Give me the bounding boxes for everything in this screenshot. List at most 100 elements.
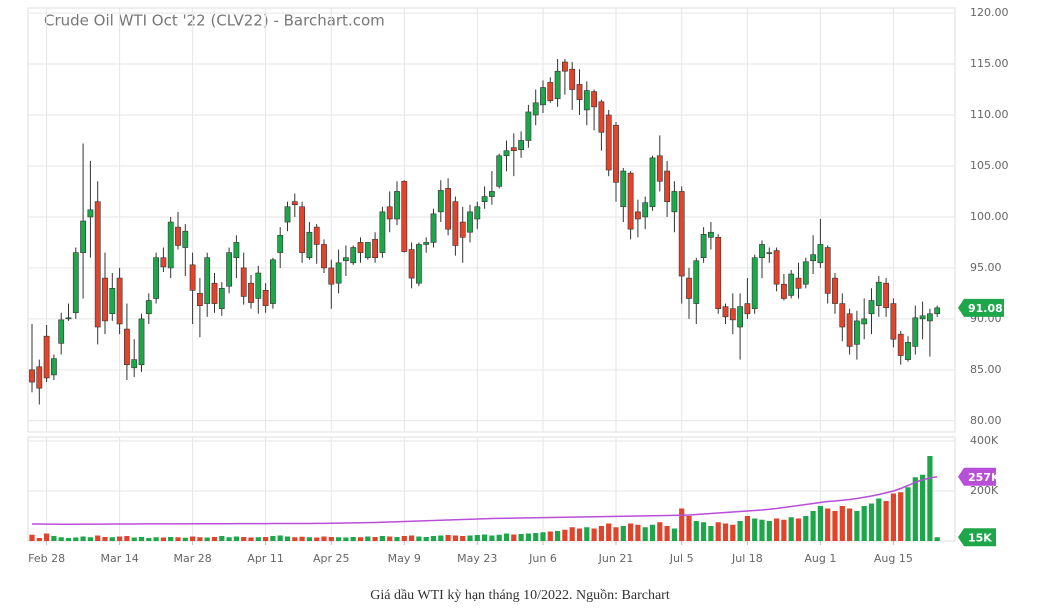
candle-body (218, 287, 225, 309)
volume-bar (175, 537, 181, 541)
volume-bar (204, 537, 210, 541)
volume-bar (766, 521, 772, 541)
candle-body (153, 257, 159, 299)
candle-body (36, 366, 43, 389)
volume-bar (562, 529, 568, 541)
volume-bar (277, 535, 283, 541)
y-tick-label: 95.00 (970, 261, 1002, 274)
candle-body (569, 68, 576, 90)
volume-bar (350, 537, 356, 541)
candle-body (386, 206, 393, 220)
volume-bar (284, 536, 291, 541)
volume-bar (365, 536, 371, 541)
value-tag: 257K (968, 471, 1000, 484)
candle-body (613, 124, 619, 183)
volume-bar (416, 536, 422, 541)
y-tick-label: 400K (970, 434, 999, 447)
volume-bar (65, 538, 72, 541)
volume-bar (744, 516, 750, 541)
candle-body (445, 188, 451, 230)
candle-body (897, 333, 904, 356)
volume-bar (898, 492, 904, 541)
volume-bar (649, 524, 656, 541)
candle-body (605, 114, 612, 171)
volume-bar (525, 533, 531, 541)
candle-body (693, 260, 700, 304)
volume-bar (131, 537, 137, 541)
candle-body (50, 358, 57, 376)
volume-bar (73, 537, 79, 541)
y-tick-label: 120.00 (970, 6, 1009, 19)
candle-body (131, 359, 138, 369)
candle-body (248, 282, 254, 303)
volume-bar (606, 523, 612, 541)
volume-bar (628, 523, 634, 541)
x-tick-label: Jun 6 (528, 552, 557, 565)
volume-bar (482, 534, 488, 541)
candle-body (926, 313, 933, 322)
x-tick-label: Jun 21 (598, 552, 634, 565)
candle-body (722, 306, 729, 318)
volume-bar (905, 487, 911, 541)
volume-bar (452, 535, 458, 541)
volume-bar (372, 537, 378, 541)
candle-body (773, 250, 780, 285)
volume-bar (387, 536, 393, 541)
volume-bar (817, 506, 823, 541)
candle-body (707, 231, 714, 238)
volume-bar (241, 537, 247, 541)
volume-bar (540, 532, 546, 541)
candle-body (766, 252, 773, 254)
volume-bar (737, 521, 743, 541)
candle-body (394, 191, 400, 220)
candle-body (532, 102, 539, 116)
volume-bar (299, 536, 305, 541)
volume-bar (255, 537, 261, 541)
candle-body (547, 82, 554, 102)
x-tick-label: Apr 25 (313, 552, 350, 565)
volume-bar (438, 535, 444, 541)
x-tick-label: Aug 15 (874, 552, 913, 565)
candle-body (474, 206, 481, 220)
value-tag: 91.08 (968, 302, 1003, 315)
volume-bar (80, 536, 86, 541)
candle-body (481, 196, 488, 202)
candle-body (744, 303, 751, 315)
volume-bar (51, 536, 57, 541)
volume-bar (635, 524, 641, 541)
volume-bar (868, 503, 875, 541)
y-tick-label: 80.00 (970, 414, 1002, 427)
candle-body (262, 290, 269, 306)
candle-body (598, 101, 605, 133)
volume-bar (832, 511, 838, 541)
y-tick-label: 200K (970, 484, 999, 497)
candle-body (321, 244, 327, 269)
candle-body (313, 226, 320, 245)
candle-body (737, 306, 743, 328)
candle-body (379, 211, 386, 253)
volume-bar (781, 519, 787, 541)
candle-body (656, 155, 663, 182)
candle-body (94, 201, 101, 328)
volume-bar (321, 536, 327, 541)
volume-bar (715, 522, 721, 541)
volume-bar (810, 511, 816, 541)
volume-bar (270, 536, 276, 541)
volume-bar (555, 531, 561, 541)
candle-body (846, 313, 853, 347)
candle-body (488, 191, 495, 197)
volume-bar (467, 535, 473, 541)
candle-body (905, 342, 911, 360)
candle-body (328, 267, 335, 285)
candle-body (810, 254, 816, 262)
candle-body (671, 191, 678, 213)
volume-bar (518, 534, 524, 541)
candle-body (525, 111, 532, 141)
volume-bar (36, 538, 42, 541)
volume-bar (920, 474, 926, 541)
volume-bar (211, 537, 218, 541)
candle-body (58, 319, 65, 344)
volume-frame (27, 436, 956, 542)
value-tag-box (958, 467, 996, 486)
candle-body (759, 244, 765, 259)
